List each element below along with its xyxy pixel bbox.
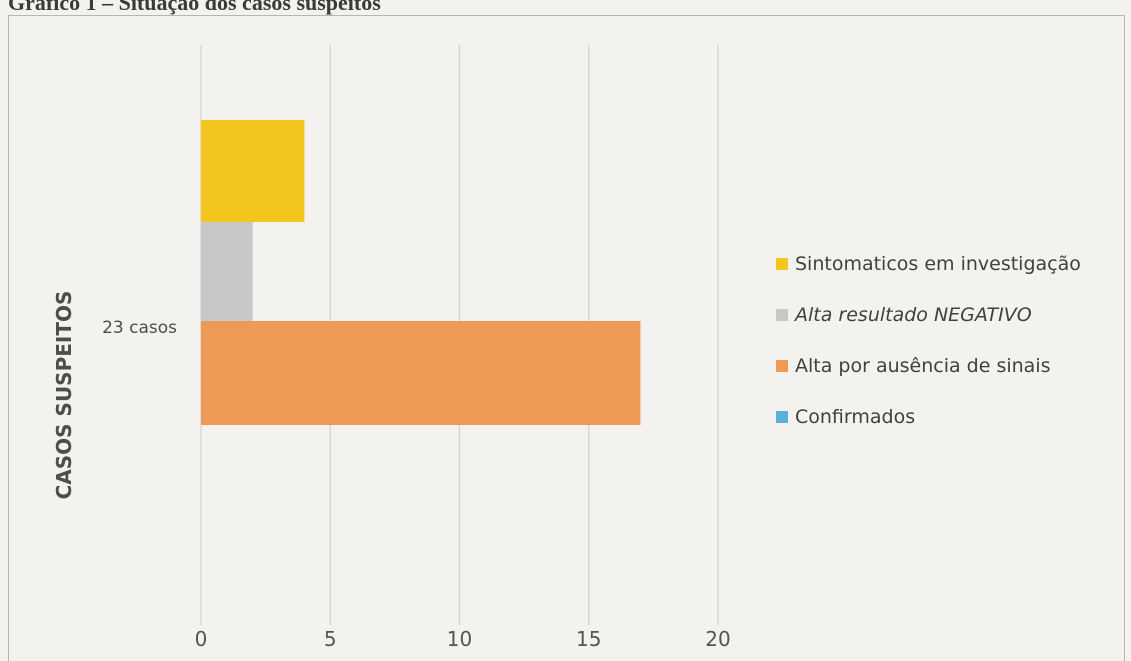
legend-label: resultado — [838, 303, 928, 326]
x-tick-labels: 0 5 10 15 20 — [195, 627, 731, 651]
legend-item-4: Confirmados — [776, 404, 1081, 429]
legend-swatch — [776, 359, 788, 372]
legend-swatch — [776, 410, 788, 423]
bar-3 — [201, 321, 641, 425]
legend-label: Alta por ausência de sinais — [795, 354, 1051, 377]
legend-label: Confirmados — [795, 405, 916, 428]
chart-frame — [8, 15, 1125, 661]
bars — [201, 120, 641, 425]
x-tick-label-0: 0 — [195, 627, 208, 651]
legend-swatch — [776, 257, 788, 270]
y-axis-label: CASOS SUSPEITOS — [52, 291, 76, 500]
x-tick-label-5: 5 — [324, 627, 337, 651]
legend-label: NEGATIVO — [927, 303, 1032, 326]
legend-swatch — [776, 308, 788, 321]
x-tick-label-15: 15 — [576, 627, 601, 651]
bar-1 — [201, 120, 305, 222]
legend-label: Alta — [795, 303, 839, 326]
legend-item-2: Alta resultado NEGATIVO — [776, 302, 1081, 327]
x-tick-label-10: 10 — [447, 627, 472, 651]
x-tick-label-20: 20 — [705, 627, 730, 651]
bar-2 — [201, 222, 253, 323]
legend: Sintomaticos em investigação Alta resulta… — [776, 251, 1081, 455]
legend-item-3: Alta por ausência de sinais — [776, 353, 1081, 378]
legend-item-1: Sintomaticos em investigação — [776, 251, 1081, 276]
chart-title: Grafico 1 – Situação dos casos suspeitos — [8, 0, 381, 15]
legend-label: Sintomaticos em investigação — [795, 252, 1081, 275]
category-label: 23 casos — [102, 318, 177, 338]
